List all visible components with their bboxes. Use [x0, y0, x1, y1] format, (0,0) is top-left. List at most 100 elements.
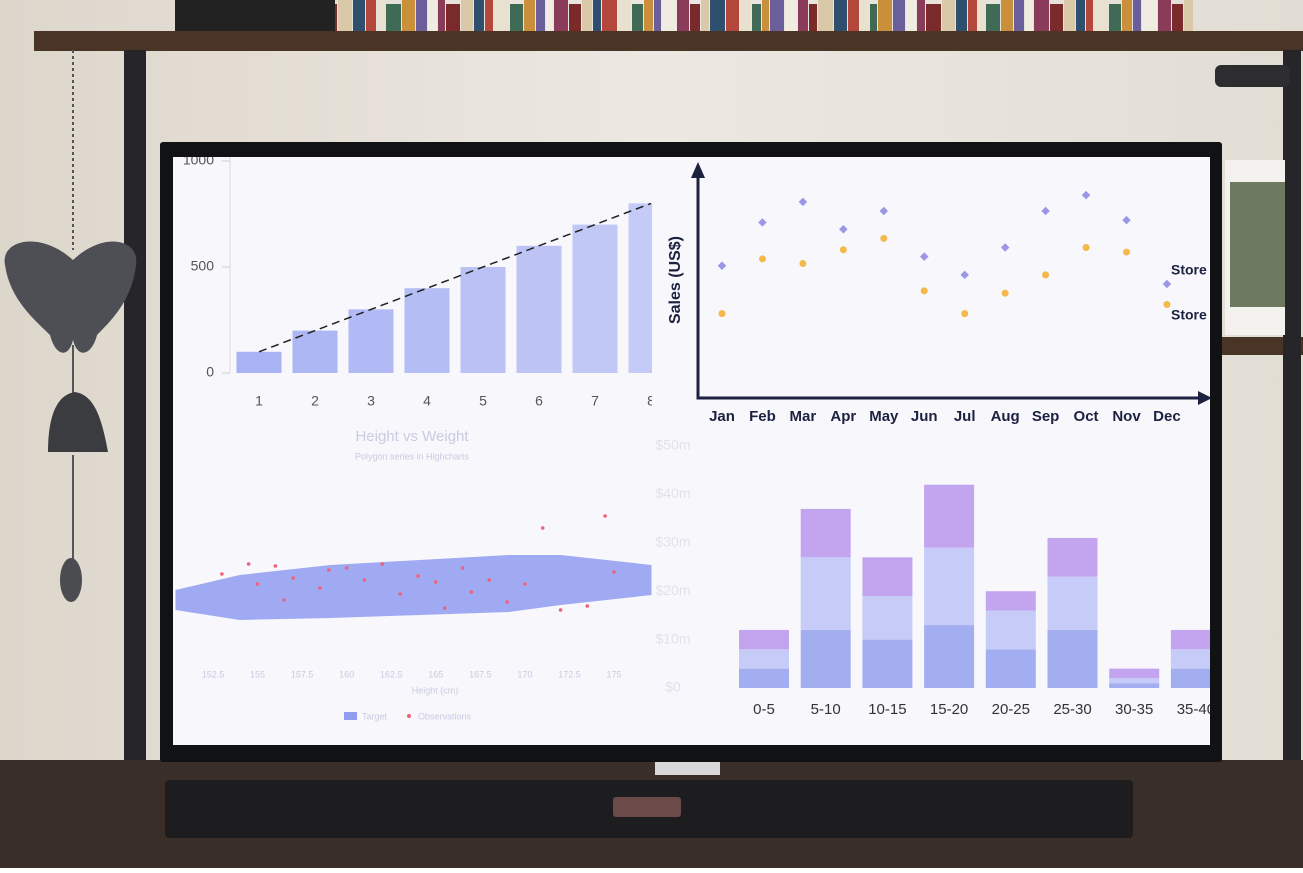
x-tick-label: Aug: [991, 408, 1020, 425]
point: [255, 582, 260, 586]
bar-segment: [1047, 537, 1098, 577]
point: [1123, 248, 1130, 256]
point: [246, 562, 251, 566]
book: [1184, 0, 1193, 32]
book: [834, 0, 847, 32]
book: [1094, 0, 1108, 32]
x-tick-label: 6: [535, 393, 543, 409]
book: [377, 0, 385, 32]
series-label: Store: [1171, 307, 1207, 323]
point: [540, 526, 545, 530]
y-tick-label: $20m: [655, 582, 690, 598]
screen: [173, 157, 1210, 745]
x-tick-label: 5-10: [811, 701, 841, 718]
pipe: [1283, 50, 1301, 790]
trendline: [258, 202, 652, 353]
point: [523, 582, 527, 586]
book: [1064, 0, 1075, 32]
y-tick-label: $30m: [655, 534, 690, 550]
chart-title: Height vs Weight: [355, 428, 469, 445]
y-tick-label: $10m: [655, 630, 690, 646]
box: [175, 0, 335, 32]
book: [986, 4, 1000, 36]
x-tick-label: Feb: [749, 408, 776, 425]
series-label: Store: [1171, 262, 1207, 278]
book: [1133, 0, 1141, 32]
point: [880, 234, 888, 242]
bar-segment: [924, 625, 975, 688]
polygon: [175, 555, 652, 620]
book: [602, 0, 617, 32]
point: [585, 604, 590, 608]
y-tick-label: $0: [665, 679, 681, 695]
book: [818, 0, 833, 32]
point: [273, 564, 278, 568]
bar: [348, 309, 394, 373]
bar-segment: [985, 649, 1036, 688]
x-tick-label: 172.5: [558, 669, 581, 679]
book: [798, 0, 808, 32]
bar: [516, 245, 562, 373]
bar: [292, 330, 338, 373]
point: [460, 566, 465, 570]
book: [906, 0, 916, 32]
book: [366, 0, 376, 32]
x-tick-label: 1: [255, 393, 263, 409]
bar: [628, 203, 652, 373]
stacked-bar-chart: $0 $10m $20m $30m $40m $50m 0-5 5-10 10-15 15-20 2…: [655, 437, 1215, 718]
point: [442, 606, 447, 610]
x-tick-label: 160: [339, 669, 354, 679]
book: [554, 0, 568, 32]
bar-segment: [862, 557, 913, 597]
x-tick-label: 4: [423, 393, 431, 409]
point: [398, 592, 402, 596]
book: [644, 0, 653, 32]
bar: [404, 288, 450, 373]
book: [917, 0, 925, 32]
bar: [236, 351, 282, 373]
book: [1076, 0, 1085, 32]
x-tick-label: 35-40: [1177, 701, 1215, 718]
bar-segment: [924, 484, 975, 548]
point: [558, 608, 563, 612]
book: [1122, 0, 1132, 32]
book: [662, 0, 676, 32]
x-tick-label: Jan: [709, 408, 735, 425]
bar-segment: [985, 591, 1036, 611]
x-tick-label: 10-15: [868, 701, 906, 718]
x-tick-label: 0-5: [753, 701, 775, 718]
point: [839, 246, 847, 254]
point: [961, 310, 969, 318]
chime: [60, 558, 82, 602]
book: [1025, 0, 1033, 32]
bar-segment: [1109, 668, 1160, 679]
book: [485, 0, 493, 32]
book: [438, 0, 445, 32]
book: [878, 0, 892, 32]
legend-label: Target: [362, 711, 388, 721]
x-tick-label: 175: [607, 669, 622, 679]
book: [710, 0, 725, 32]
x-tick-label: Dec: [1153, 408, 1181, 425]
bar-segment: [1047, 629, 1098, 688]
pipe-fitting: [1215, 65, 1290, 87]
point: [220, 572, 224, 576]
y-tick-label: 500: [191, 258, 215, 274]
point: [282, 598, 287, 602]
book: [677, 0, 689, 32]
book: [740, 0, 751, 32]
book: [510, 4, 523, 36]
book: [524, 0, 535, 32]
book: [428, 0, 437, 32]
point: [1042, 271, 1050, 279]
bar-segment: [739, 668, 789, 688]
book: [809, 4, 817, 36]
book: [1001, 0, 1013, 32]
y-tick-label: 1000: [183, 152, 214, 168]
legend-swatch: [344, 712, 357, 720]
bar: [572, 224, 618, 373]
book: [690, 4, 700, 36]
books: [175, 0, 1193, 36]
bar-segment: [739, 649, 789, 669]
